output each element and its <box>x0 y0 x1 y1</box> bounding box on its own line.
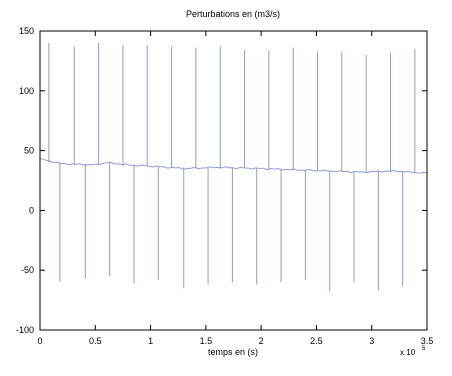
x-exponent-power: 5 <box>422 346 426 352</box>
axes-frame <box>39 30 428 331</box>
y-tick-label: 50 <box>24 146 34 156</box>
plot-layer <box>39 42 428 292</box>
y-tick-label: 0 <box>29 205 34 215</box>
x-tick-label: 3.5 <box>421 336 434 346</box>
x-exponent-label: x 10 <box>400 348 416 357</box>
x-tick-label: 3 <box>369 336 374 346</box>
y-tick-label: 100 <box>19 86 34 96</box>
y-tick-label: -100 <box>16 325 34 335</box>
x-tick-label: 0.5 <box>89 336 102 346</box>
x-axis-label: temps en (s) <box>208 347 258 357</box>
x-tick-label: 2.5 <box>310 336 323 346</box>
y-tick-label: 150 <box>19 26 34 36</box>
chart-title: Perturbations en (m3/s) <box>186 9 280 19</box>
x-tick-label: 0 <box>37 336 42 346</box>
x-tick-label: 1.5 <box>200 336 213 346</box>
series-line <box>39 42 428 292</box>
y-tick-label: -50 <box>21 265 34 275</box>
x-tick-label: 2 <box>259 336 264 346</box>
x-tick-label: 1 <box>148 336 153 346</box>
tick-layer: 0 0.5 1 1.5 2 2.5 3 3.5 -100 -50 0 50 100 150 <box>16 26 433 346</box>
